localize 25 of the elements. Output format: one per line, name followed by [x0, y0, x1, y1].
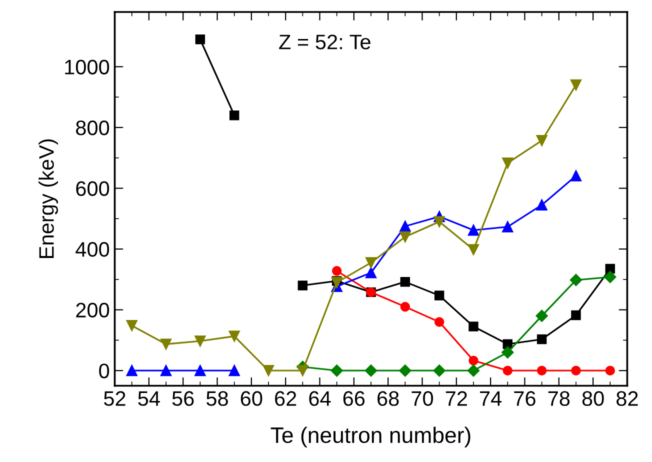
x-tick-label: 82	[616, 391, 638, 406]
x-tick-label: 60	[240, 391, 262, 406]
x-axis-title: Te (neutron number)	[270, 426, 470, 448]
x-tick-label: 74	[480, 391, 502, 406]
x-tick-label: 58	[206, 391, 228, 406]
x-tick-label: 72	[446, 391, 467, 406]
y-tick-label: 800	[76, 120, 110, 136]
y-tick-label: 400	[76, 242, 110, 257]
x-tick-label: 62	[275, 391, 296, 406]
x-tick-label: 66	[343, 391, 365, 406]
x-tick-label: 54	[138, 391, 160, 406]
x-tick-label: 56	[172, 391, 194, 406]
x-tick-label: 64	[309, 391, 331, 406]
y-axis-title: Energy (keV)	[38, 139, 58, 258]
x-tick-label: 68	[378, 391, 399, 406]
x-tick-label: 52	[104, 391, 126, 406]
y-tick-label: 600	[76, 181, 110, 196]
y-tick-label: 1000	[65, 60, 110, 74]
x-tick-label: 76	[514, 391, 536, 406]
x-tick-label: 80	[582, 391, 604, 406]
x-tick-label: 78	[548, 391, 570, 406]
x-tick-label: 70	[412, 391, 434, 406]
y-tick-label: 0	[99, 364, 110, 378]
y-tick-label: 200	[76, 302, 110, 318]
annotation: Z = 52: Te	[279, 34, 370, 50]
